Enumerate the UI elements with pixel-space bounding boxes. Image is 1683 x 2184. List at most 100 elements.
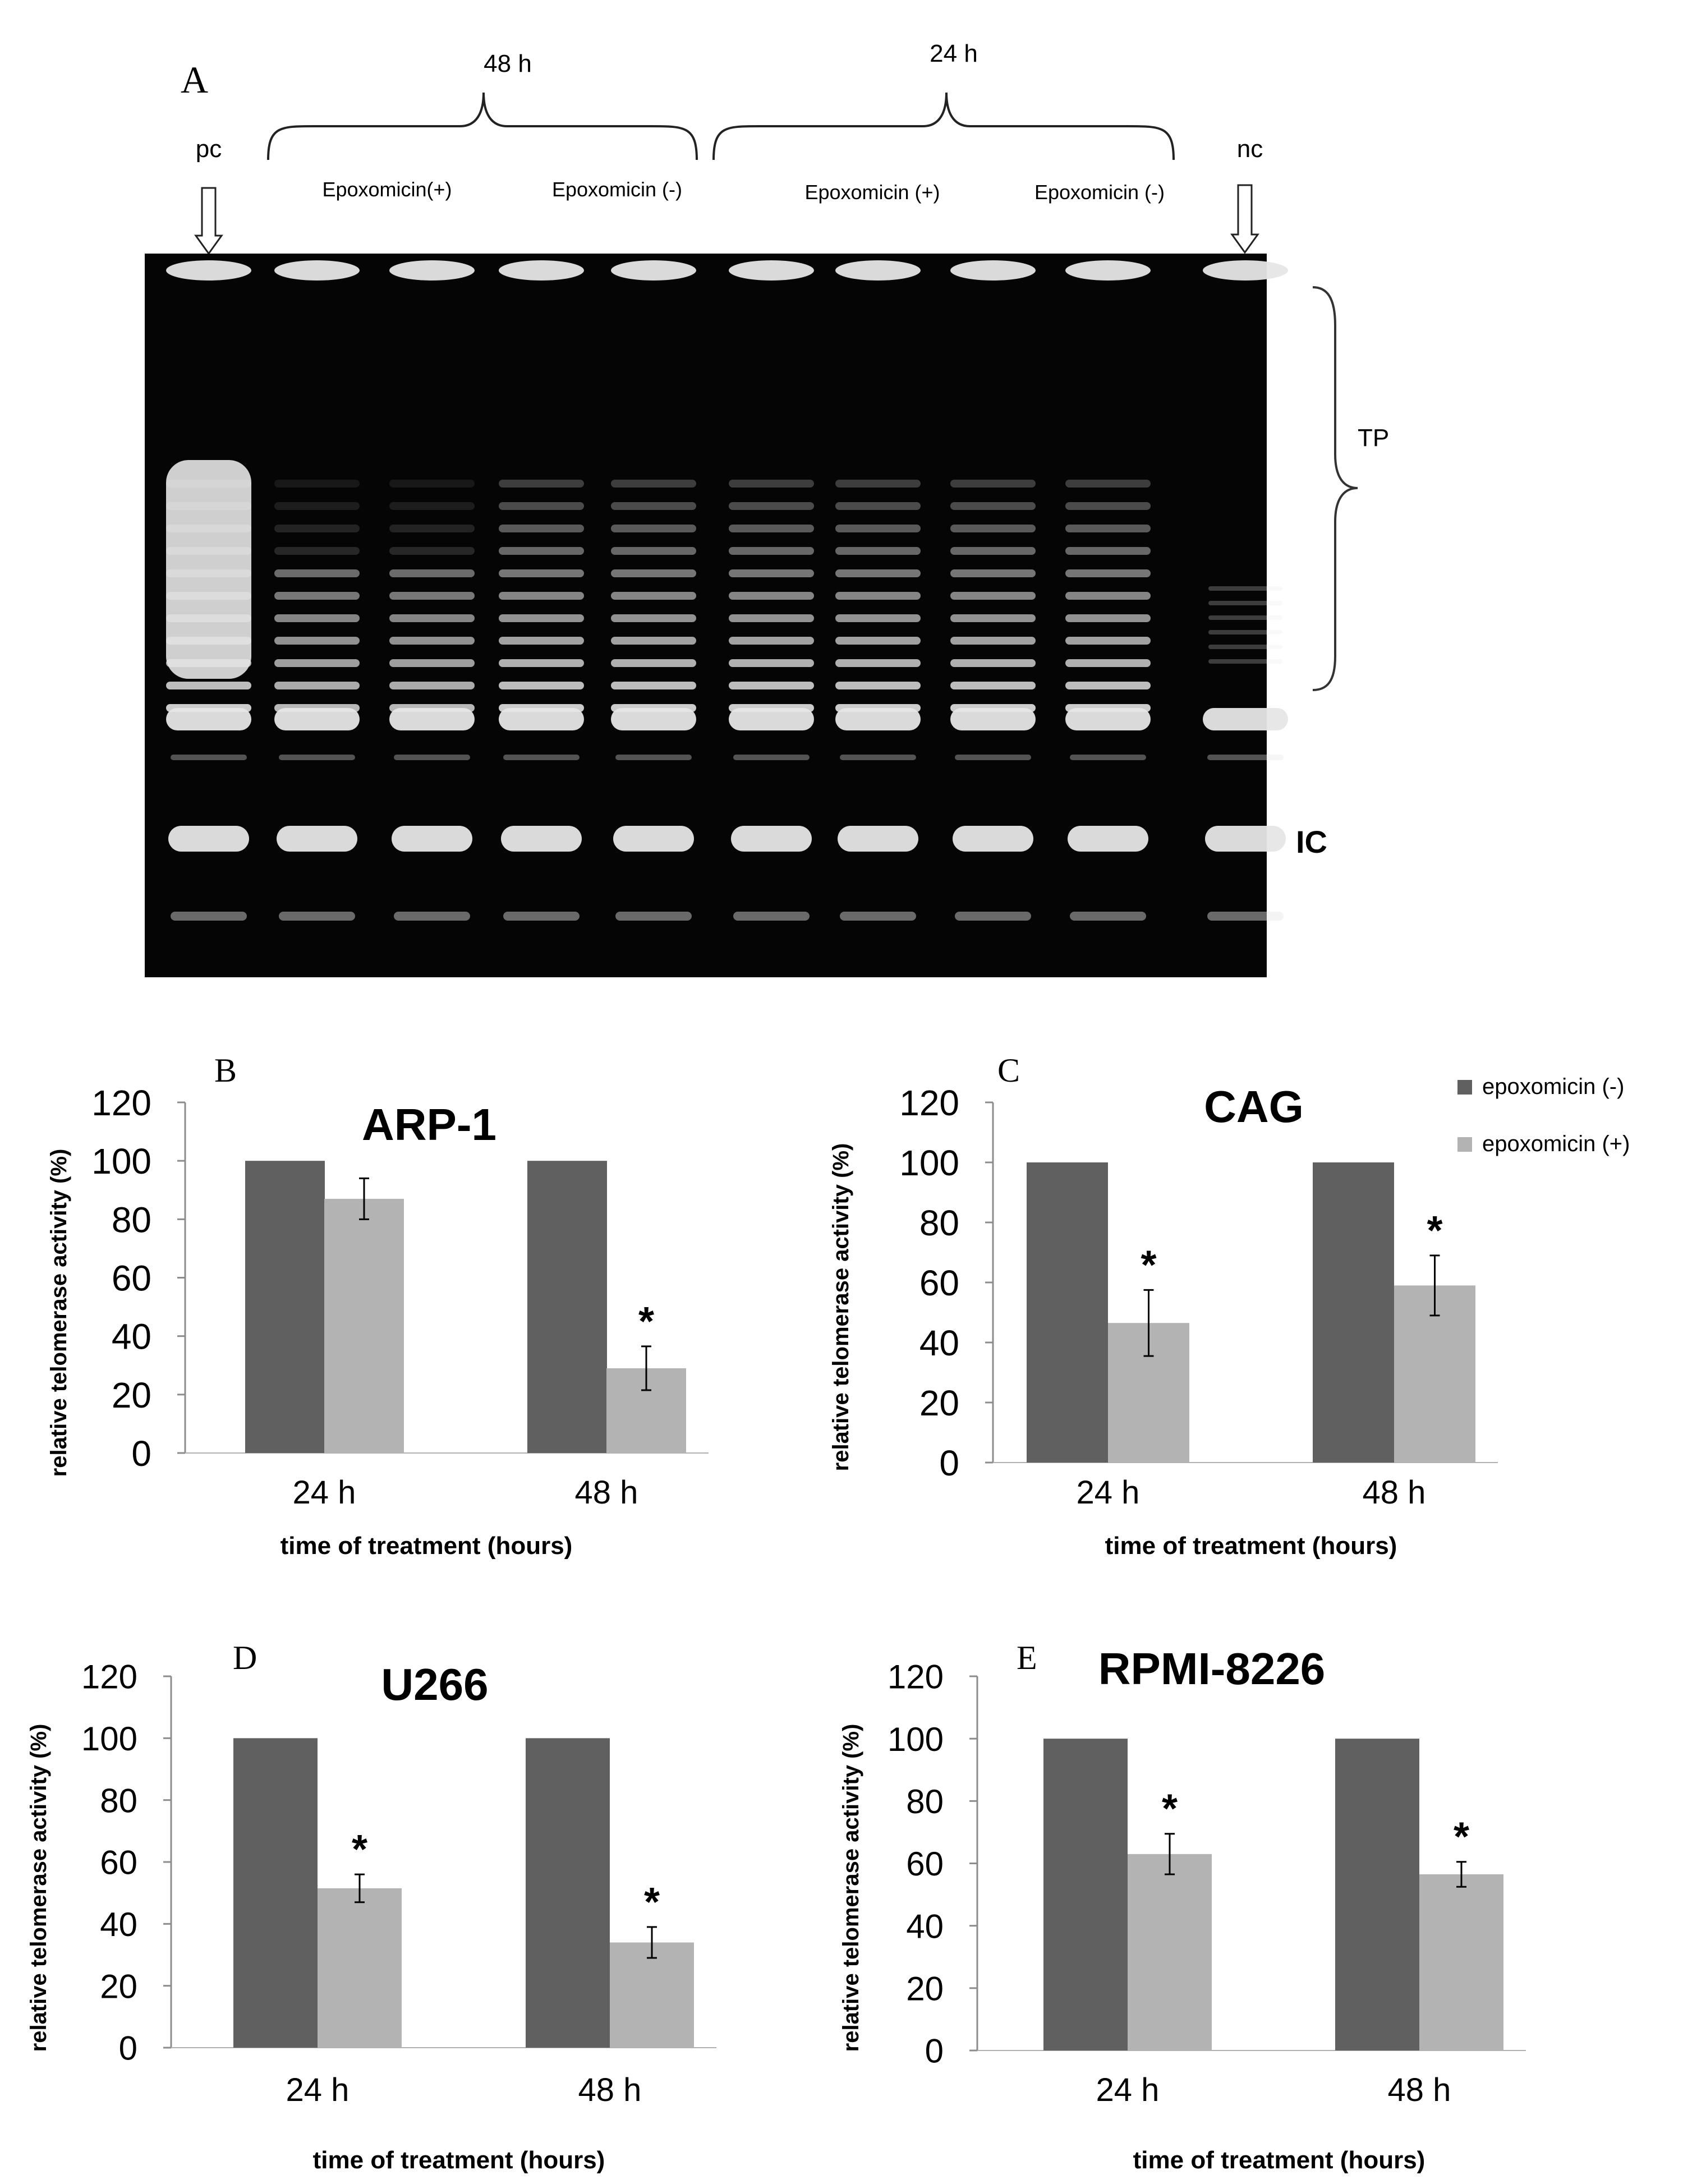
gel-band [950, 659, 1036, 667]
gel-band [950, 547, 1036, 555]
gel-band-main [950, 708, 1036, 730]
gel-band [835, 637, 921, 645]
gel-well [835, 260, 921, 281]
gel-band [274, 502, 360, 510]
gel-band-lower [1070, 912, 1146, 921]
chart-u266: D U266 time of treatment (hours) relativ… [26, 1639, 716, 2174]
gel-band [835, 525, 921, 532]
gel-band [729, 569, 814, 577]
gel-band-lower [503, 912, 580, 921]
gel-band [1065, 525, 1151, 532]
group-label-24h: 24 h [930, 40, 978, 67]
gel-band [729, 614, 814, 622]
error-bar [355, 1873, 365, 1903]
y-tick-label: 0 [925, 2033, 944, 2070]
gel-band [835, 480, 921, 488]
gel-band [950, 614, 1036, 622]
gel-band-faint [955, 755, 1031, 760]
gel-band [389, 637, 475, 645]
gel-band [835, 569, 921, 577]
gel-band [950, 569, 1036, 577]
gel-band-main [166, 708, 251, 730]
y-tick-label: 80 [100, 1782, 137, 1819]
error-bar [359, 1177, 369, 1220]
gel-band [611, 614, 696, 622]
gel-band [611, 637, 696, 645]
gel-band [835, 502, 921, 510]
bar-epoxomicin-minus [526, 1738, 610, 2048]
gel-band-main [499, 708, 584, 730]
gel-lane [499, 260, 584, 921]
gel-well [1203, 260, 1288, 281]
gel-panel: A 48 h 24 h pc nc Epoxomicin(+) Epoxomic… [145, 40, 1389, 977]
y-tick-label: 80 [112, 1199, 151, 1240]
gel-band-ic [277, 826, 357, 852]
group-label-48h: 48 h [484, 50, 532, 77]
y-axis-title: relative telomerase activity (%) [829, 1143, 853, 1472]
gel-band [1208, 615, 1282, 620]
gel-band-faint [615, 755, 692, 760]
lane-label-4: Epoxomicin (-) [1034, 181, 1165, 204]
significance-star: * [644, 1880, 660, 1925]
gel-band-ic [1205, 826, 1286, 852]
ic-label: IC [1296, 824, 1327, 859]
gel-well [729, 260, 814, 281]
gel-lane [166, 260, 251, 921]
gel-band [1208, 601, 1282, 605]
gel-band [1208, 659, 1282, 664]
gel-band [389, 525, 475, 532]
gel-band [1065, 592, 1151, 600]
gel-band [835, 659, 921, 667]
y-tick-label: 100 [81, 1720, 137, 1758]
gel-image [145, 254, 1288, 977]
chart-title: ARP-1 [362, 1100, 496, 1150]
gel-lane [1203, 260, 1288, 921]
bar-epoxomicin-minus [527, 1161, 607, 1453]
bar-epoxomicin-plus [610, 1942, 694, 2048]
category-label: 48 h [1388, 2072, 1451, 2108]
gel-band [274, 637, 360, 645]
nc-arrow-icon [1230, 184, 1259, 254]
gel-band-ic [838, 826, 918, 852]
chart-title: U266 [381, 1659, 488, 1709]
y-tick-label: 60 [919, 1263, 959, 1303]
gel-band [389, 569, 475, 577]
category-label: 24 h [1077, 1474, 1140, 1511]
gel-band-lower [1207, 912, 1284, 921]
gel-band [389, 502, 475, 510]
gel-band [1065, 502, 1151, 510]
y-axis-title: relative telomerase activity (%) [26, 1724, 51, 2052]
gel-band [389, 682, 475, 689]
gel-lane [835, 260, 921, 921]
gel-band [950, 682, 1036, 689]
brace-24h [712, 92, 1175, 160]
bar-epoxomicin-plus [324, 1198, 404, 1453]
gel-band-ic [953, 826, 1033, 852]
gel-band-faint [840, 755, 916, 760]
gel-well [1065, 260, 1151, 281]
gel-band [950, 637, 1036, 645]
y-tick-label: 60 [906, 1845, 944, 1883]
gel-band-main [389, 708, 475, 730]
gel-band-main [1065, 708, 1151, 730]
gel-band [274, 569, 360, 577]
gel-band [729, 659, 814, 667]
gel-lane [1065, 260, 1151, 921]
gel-band-lower [615, 912, 692, 921]
gel-band [389, 480, 475, 488]
gel-band [274, 480, 360, 488]
error-bar [1456, 1861, 1466, 1888]
category-label: 24 h [1096, 2072, 1160, 2108]
x-axis-title: time of treatment (hours) [313, 2146, 605, 2174]
plot-area: 0 20 40 60 80 100 120 * 24 h * 48 h [899, 1083, 1498, 1511]
gel-band [729, 480, 814, 488]
bar-epoxomicin-plus [1128, 1854, 1212, 2050]
gel-band [835, 547, 921, 555]
gel-band [499, 525, 584, 532]
panel-label-d: D [233, 1639, 257, 1676]
category-label: 48 h [575, 1474, 638, 1511]
category-label: 48 h [1363, 1474, 1426, 1511]
gel-band [1065, 659, 1151, 667]
chart-rpmi8226: E RPMI-8226 time of treatment (hours) re… [839, 1639, 1526, 2174]
gel-band [611, 569, 696, 577]
